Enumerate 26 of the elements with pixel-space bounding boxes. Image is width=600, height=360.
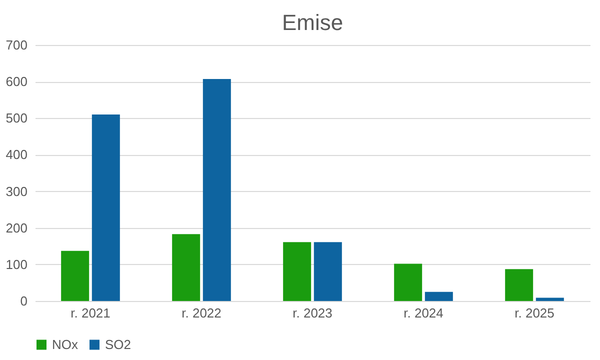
x-tick-label: r. 2021	[70, 306, 110, 320]
y-tick-label: 400	[6, 147, 28, 162]
x-tick-label: r. 2023	[292, 306, 332, 320]
bar	[61, 250, 90, 301]
y-tick-label: 0	[20, 294, 28, 308]
bar	[394, 264, 422, 301]
bar	[202, 79, 231, 301]
bar	[283, 242, 312, 301]
x-tick-label: r. 2024	[404, 306, 444, 320]
legend-label: SO2	[105, 336, 132, 352]
x-tick-label: r. 2025	[514, 306, 554, 320]
bar	[536, 298, 564, 301]
y-tick-label: 500	[6, 110, 28, 126]
chart-title: Emise	[282, 10, 344, 35]
bar	[314, 242, 342, 301]
bar	[172, 234, 200, 301]
y-tick-label: 600	[6, 74, 28, 90]
y-tick-label: 700	[6, 38, 28, 52]
y-tick-label: 200	[6, 220, 28, 236]
bar	[424, 292, 453, 301]
bar	[505, 269, 534, 301]
y-tick-label: 300	[6, 184, 28, 199]
bar	[92, 114, 120, 301]
y-tick-label: 100	[6, 256, 28, 272]
legend-label: NOx	[52, 336, 78, 352]
x-tick-label: r. 2022	[182, 306, 222, 320]
